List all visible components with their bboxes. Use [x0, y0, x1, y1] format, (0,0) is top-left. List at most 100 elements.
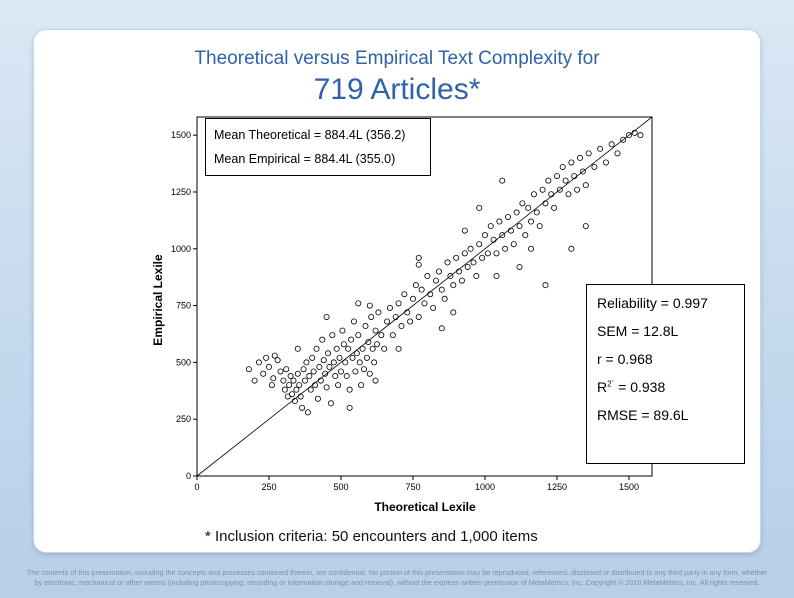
data-point — [339, 327, 346, 334]
data-point — [317, 377, 324, 384]
data-point — [346, 386, 353, 393]
data-point — [345, 345, 352, 352]
data-point — [553, 173, 560, 180]
data-point — [320, 357, 327, 364]
data-point — [493, 250, 500, 257]
data-point — [281, 386, 288, 393]
data-point — [255, 359, 262, 366]
data-point — [415, 261, 422, 268]
data-point — [270, 375, 277, 382]
data-point — [294, 370, 301, 377]
data-point — [548, 191, 555, 198]
data-point — [375, 309, 382, 316]
data-point — [373, 341, 380, 348]
reliability-text: Reliability = 0.997 — [597, 295, 708, 311]
r-text: r = 0.968 — [597, 351, 653, 367]
data-point — [323, 384, 330, 391]
data-point — [280, 377, 287, 384]
r-squared-text: R2´ = 0.938 — [597, 379, 666, 395]
data-point — [528, 245, 535, 252]
data-point — [361, 366, 368, 373]
data-point — [542, 282, 549, 289]
data-point — [363, 354, 370, 361]
data-point — [453, 254, 460, 261]
data-point — [542, 200, 549, 207]
data-point — [464, 263, 471, 270]
data-point — [510, 241, 517, 248]
data-point — [421, 300, 428, 307]
data-point — [293, 386, 300, 393]
data-point — [481, 232, 488, 239]
x-axis-label: Theoretical Lexile — [374, 500, 476, 514]
y-tick-label: 0 — [186, 471, 191, 481]
data-point — [371, 359, 378, 366]
data-point — [528, 218, 535, 225]
data-point — [277, 368, 284, 375]
data-point — [562, 177, 569, 184]
data-point — [571, 173, 578, 180]
y-tick-label: 500 — [176, 357, 191, 367]
data-point — [484, 250, 491, 257]
data-point — [444, 259, 451, 266]
data-point — [327, 400, 334, 407]
data-point — [325, 350, 332, 357]
data-point — [286, 382, 293, 389]
data-point — [322, 370, 329, 377]
data-point — [274, 357, 281, 364]
x-tick-label: 250 — [261, 482, 276, 492]
data-point — [336, 354, 343, 361]
data-point — [386, 304, 393, 311]
data-point — [297, 393, 304, 400]
data-point — [559, 163, 566, 170]
y-axis-label: Empirical Lexile — [151, 254, 165, 346]
data-point — [372, 327, 379, 334]
data-point — [265, 363, 272, 370]
data-point — [591, 163, 598, 170]
y-tick-label: 1000 — [171, 244, 191, 254]
data-point — [473, 273, 480, 280]
data-point — [299, 404, 306, 411]
rmse-text: RMSE = 89.6L — [597, 407, 689, 423]
data-point — [323, 313, 330, 320]
data-point — [470, 259, 477, 266]
data-point — [438, 286, 445, 293]
data-point — [476, 204, 483, 211]
data-point — [304, 409, 311, 416]
data-point — [582, 182, 589, 189]
data-point — [352, 368, 359, 375]
data-point — [346, 404, 353, 411]
y-tick-label: 1500 — [171, 130, 191, 140]
data-point — [330, 359, 337, 366]
data-point — [487, 223, 494, 230]
data-point — [401, 291, 408, 298]
data-point — [450, 309, 457, 316]
data-point — [404, 309, 411, 316]
data-point — [516, 223, 523, 230]
data-point — [614, 150, 621, 157]
data-point — [461, 227, 468, 234]
data-point — [456, 268, 463, 275]
x-tick-label: 500 — [333, 482, 348, 492]
data-point — [381, 345, 388, 352]
data-point — [577, 154, 584, 161]
data-point — [568, 159, 575, 166]
data-point — [300, 366, 307, 373]
data-point — [479, 254, 486, 261]
data-point — [536, 223, 543, 230]
data-point — [608, 141, 615, 148]
data-point — [430, 304, 437, 311]
data-point — [415, 254, 422, 261]
data-point — [427, 291, 434, 298]
data-point — [450, 282, 457, 289]
data-point — [362, 323, 369, 330]
data-point — [312, 382, 319, 389]
data-point — [539, 186, 546, 193]
data-point — [340, 341, 347, 348]
data-point — [476, 241, 483, 248]
data-point — [260, 370, 267, 377]
data-point — [441, 295, 448, 302]
data-point — [505, 213, 512, 220]
data-point — [409, 295, 416, 302]
data-point — [309, 354, 316, 361]
